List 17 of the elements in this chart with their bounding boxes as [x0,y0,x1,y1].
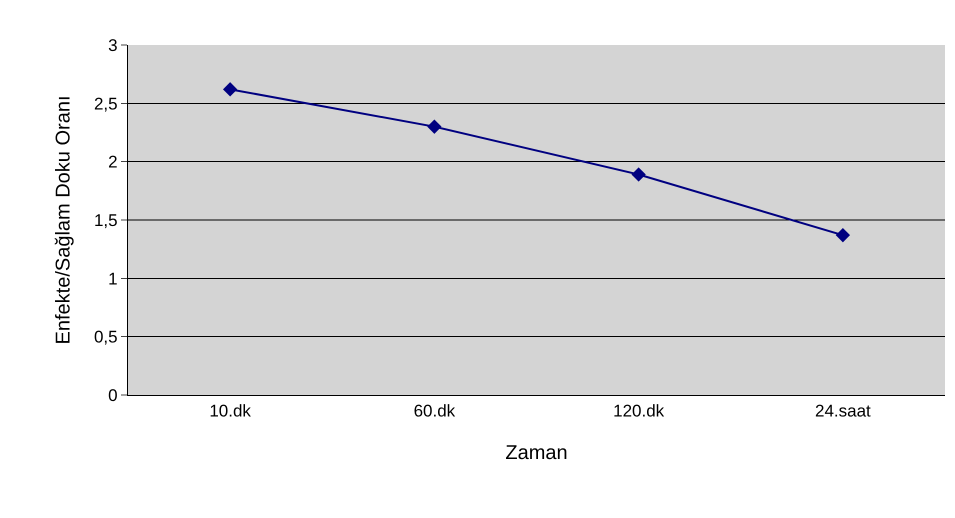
point [222,82,238,96]
y-tick-label: 3 [108,36,118,55]
point [836,228,850,242]
y-tick-label: 0 [108,386,118,405]
y-axis-title: Enfekte/Sağlam Doku Oranı [52,95,74,345]
y-tick-label: 2 [108,152,118,172]
y-tick-label: 2,5 [94,94,118,114]
y-tick-label: 0,5 [94,328,118,347]
x-tick-label: 24.saat [814,401,872,420]
x-axis-title: Zaman [505,442,568,464]
point [427,120,442,134]
y-tick-label: 1,5 [94,210,118,230]
x-tick-label: 10.dk [209,401,252,420]
y-tick-label: 1 [108,269,118,288]
x-tick-label: 60.dk [414,401,456,420]
x-tick-label: 120.dk [613,401,665,420]
point [631,167,646,182]
